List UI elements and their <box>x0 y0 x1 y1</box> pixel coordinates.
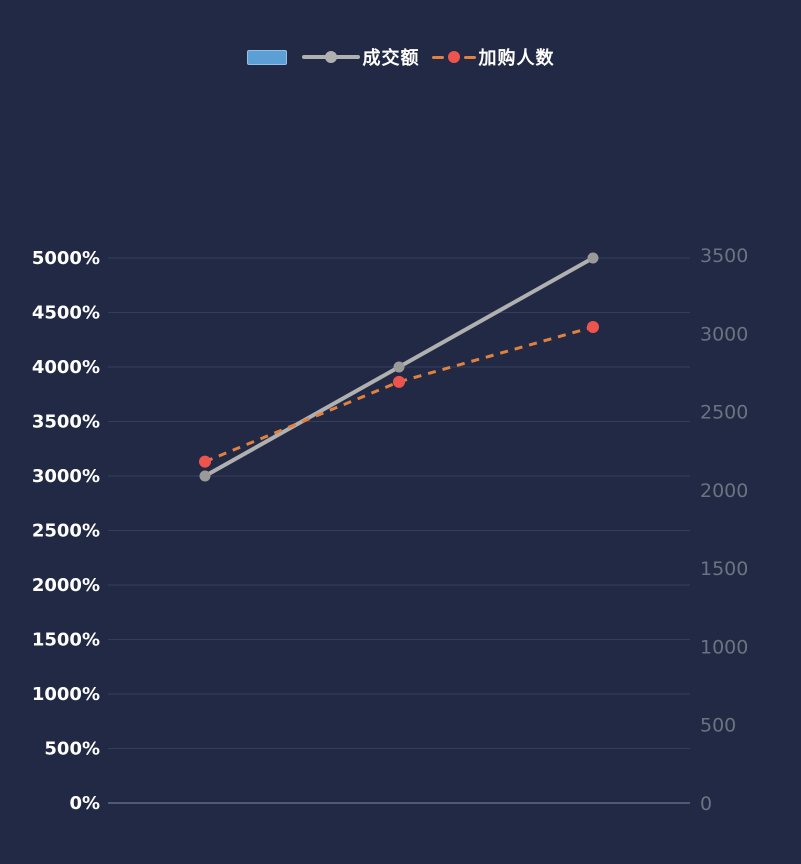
sales-data-point[interactable] <box>199 470 211 482</box>
left-axis-label: 0% <box>69 793 100 814</box>
right-axis-label: 3500 <box>700 245 748 267</box>
sales-data-point[interactable] <box>393 361 405 373</box>
sales-data-point[interactable] <box>587 252 599 264</box>
right-axis-label: 2500 <box>700 402 748 424</box>
left-axis-label: 3000% <box>32 466 100 487</box>
left-axis-label: 4000% <box>32 357 100 378</box>
right-axis-label: 0 <box>700 793 712 815</box>
right-axis-label: 500 <box>700 715 736 737</box>
legend-item-bar-series[interactable] <box>246 49 290 65</box>
cart-data-point[interactable] <box>199 455 211 468</box>
solid-line-marker-icon <box>301 51 360 63</box>
left-axis-label: 3500% <box>32 412 100 433</box>
legend-label-sales: 成交额 <box>362 48 420 69</box>
cart-data-point[interactable] <box>587 321 599 334</box>
chart-legend: 成交额 加购人数 <box>0 44 801 70</box>
left-axis-label: 2500% <box>32 521 100 542</box>
left-axis-label: 500% <box>44 739 100 760</box>
bar-series-swatch-icon <box>246 49 287 65</box>
dashed-line-marker-icon <box>431 51 476 63</box>
left-axis-label: 1500% <box>32 630 100 651</box>
left-axis-label: 1000% <box>32 684 100 705</box>
cart-data-point[interactable] <box>393 375 405 388</box>
left-axis-label: 2000% <box>32 575 100 596</box>
legend-item-sales[interactable]: 成交额 <box>301 44 420 70</box>
right-axis-label: 2000 <box>700 480 748 502</box>
legend-label-cart: 加购人数 <box>478 48 555 69</box>
right-axis-label: 3000 <box>700 323 748 345</box>
right-axis-label: 1500 <box>700 558 748 580</box>
legend-item-cart[interactable]: 加购人数 <box>431 44 555 70</box>
left-axis-label: 5000% <box>32 248 100 269</box>
left-axis-label: 4500% <box>32 303 100 324</box>
right-axis-label: 1000 <box>700 636 748 658</box>
